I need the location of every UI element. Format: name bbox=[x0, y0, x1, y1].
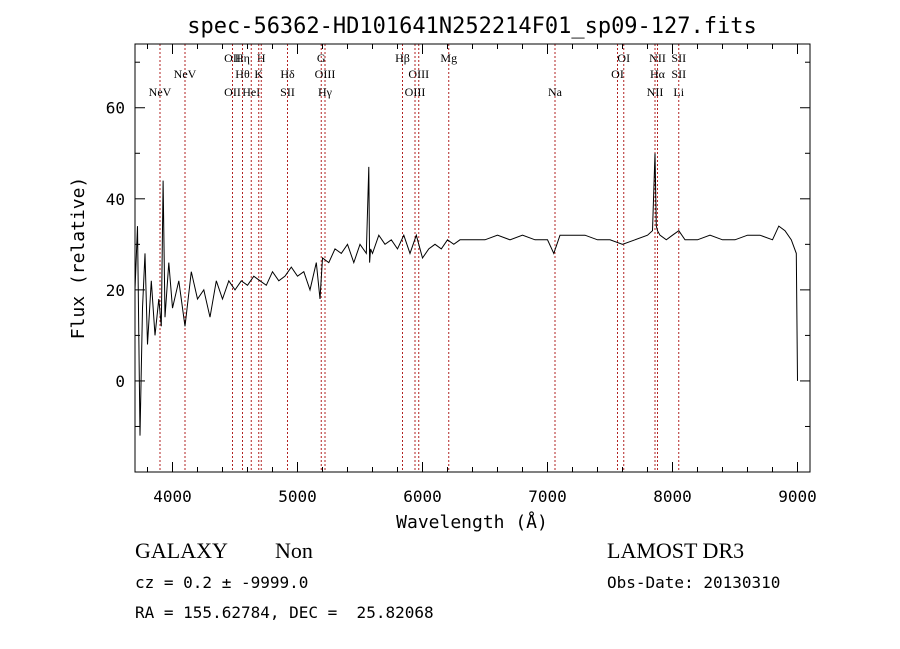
y-tick-label: 20 bbox=[106, 281, 125, 300]
observation-date: Obs-Date: 20130310 bbox=[607, 573, 781, 592]
y-tick-label: 40 bbox=[106, 190, 125, 209]
y-axis-label: Flux (relative) bbox=[68, 177, 89, 340]
line-marker-label: G bbox=[317, 51, 326, 65]
plot-frame bbox=[134, 43, 811, 473]
line-marker-label: SII bbox=[671, 51, 686, 65]
line-marker-label: OIII bbox=[408, 67, 429, 81]
line-marker-label: NeV bbox=[174, 67, 197, 81]
coordinates: RA = 155.62784, DEC = 25.82068 bbox=[135, 603, 434, 622]
line-marker-label: SII bbox=[671, 67, 686, 81]
line-marker-label: SII bbox=[280, 85, 295, 99]
x-tick-label: 8000 bbox=[653, 487, 692, 506]
x-tick-label: 4000 bbox=[153, 487, 192, 506]
chart-title: spec-56362-HD101641N252214F01_sp09-127.f… bbox=[187, 14, 757, 39]
line-marker-label: OI bbox=[611, 67, 624, 81]
line-marker-label: Hγ bbox=[318, 85, 333, 99]
x-tick-label: 9000 bbox=[778, 487, 817, 506]
x-axis: 4000 5000 6000 7000 8000 9000 bbox=[147, 44, 817, 506]
line-marker-label: NII bbox=[649, 51, 666, 65]
x-tick-label: 7000 bbox=[528, 487, 567, 506]
line-marker-label: K bbox=[254, 67, 263, 81]
x-tick-label: 6000 bbox=[403, 487, 442, 506]
line-marker-label: OIII bbox=[315, 67, 336, 81]
line-marker-label: Na bbox=[548, 85, 563, 99]
x-tick-label: 5000 bbox=[278, 487, 317, 506]
line-marker-label: Mg bbox=[440, 51, 457, 65]
survey-name: LAMOST DR3 bbox=[607, 538, 745, 563]
line-marker-label: H bbox=[257, 51, 266, 65]
line-marker-label: Li bbox=[673, 85, 684, 99]
line-marker-label: OIII bbox=[405, 85, 426, 99]
line-marker-label: Hβ bbox=[395, 51, 410, 65]
line-marker-label: NII bbox=[647, 85, 664, 99]
y-tick-label: 0 bbox=[115, 372, 125, 391]
line-marker-label: Hθ bbox=[235, 67, 250, 81]
redshift-value: cz = 0.2 ± -9999.0 bbox=[135, 573, 309, 592]
line-marker-label: Hη bbox=[235, 51, 250, 65]
object-subclass: Non bbox=[275, 538, 313, 563]
line-marker-label: NeV bbox=[149, 85, 172, 99]
line-marker-label: HeI bbox=[242, 85, 260, 99]
line-marker-label: OII bbox=[224, 85, 241, 99]
line-marker-label: OI bbox=[617, 51, 630, 65]
y-axis: 0 20 40 60 bbox=[106, 61, 810, 427]
line-marker-label: Hδ bbox=[280, 67, 295, 81]
spectrum-line bbox=[134, 153, 798, 436]
y-tick-label: 60 bbox=[106, 99, 125, 118]
line-marker-label: Hα bbox=[650, 67, 666, 81]
x-axis-label: Wavelength (Å) bbox=[396, 511, 548, 533]
object-class: GALAXY bbox=[135, 538, 228, 563]
line-marker-label: OII bbox=[224, 51, 241, 65]
